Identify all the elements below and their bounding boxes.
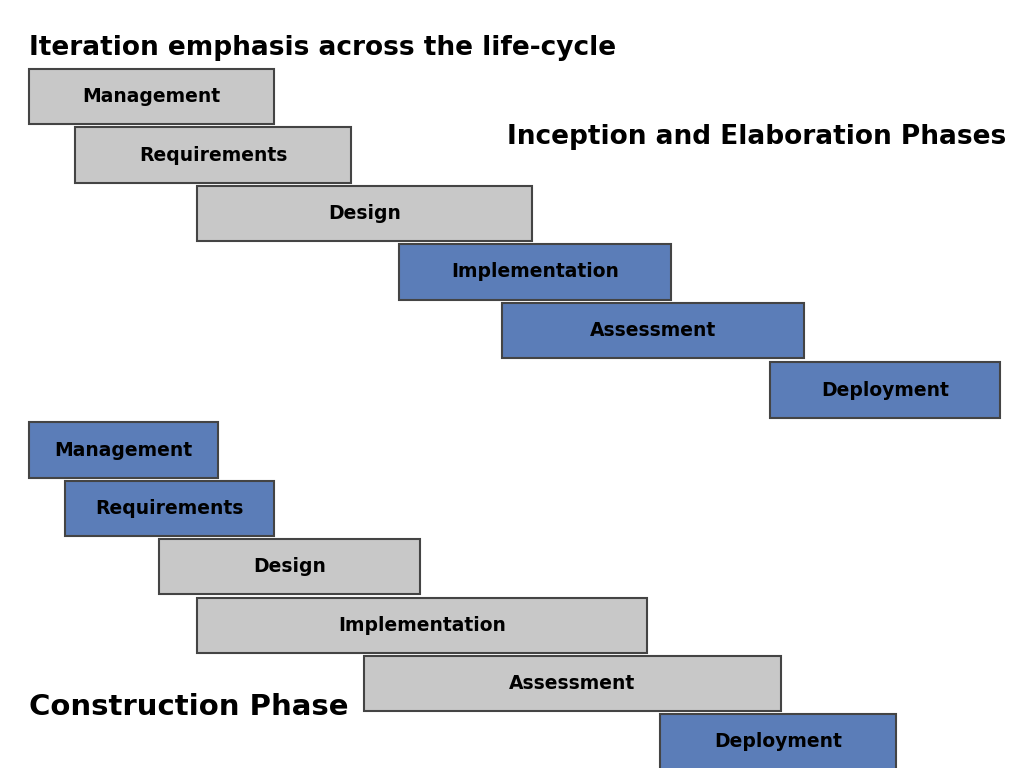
FancyBboxPatch shape [770,362,1000,418]
Text: Assessment: Assessment [509,674,636,693]
Text: Implementation: Implementation [338,616,506,634]
FancyBboxPatch shape [399,244,671,300]
Text: Assessment: Assessment [590,321,716,339]
Text: Deployment: Deployment [821,381,949,399]
FancyBboxPatch shape [660,714,896,768]
Text: Deployment: Deployment [715,733,842,751]
FancyBboxPatch shape [197,598,647,653]
FancyBboxPatch shape [197,186,532,241]
FancyBboxPatch shape [502,303,804,358]
Text: Construction Phase: Construction Phase [29,693,348,720]
Text: Implementation: Implementation [452,263,618,281]
Text: Inception and Elaboration Phases: Inception and Elaboration Phases [507,124,1007,151]
FancyBboxPatch shape [364,656,781,711]
FancyBboxPatch shape [29,422,218,478]
Text: Requirements: Requirements [95,499,244,518]
Text: Management: Management [83,88,220,106]
Text: Iteration emphasis across the life-cycle: Iteration emphasis across the life-cycle [29,35,615,61]
FancyBboxPatch shape [159,539,420,594]
Text: Requirements: Requirements [139,146,287,164]
Text: Design: Design [328,204,401,223]
FancyBboxPatch shape [75,127,351,183]
FancyBboxPatch shape [29,69,274,124]
FancyBboxPatch shape [65,481,274,536]
Text: Design: Design [253,558,326,576]
Text: Management: Management [54,441,193,459]
